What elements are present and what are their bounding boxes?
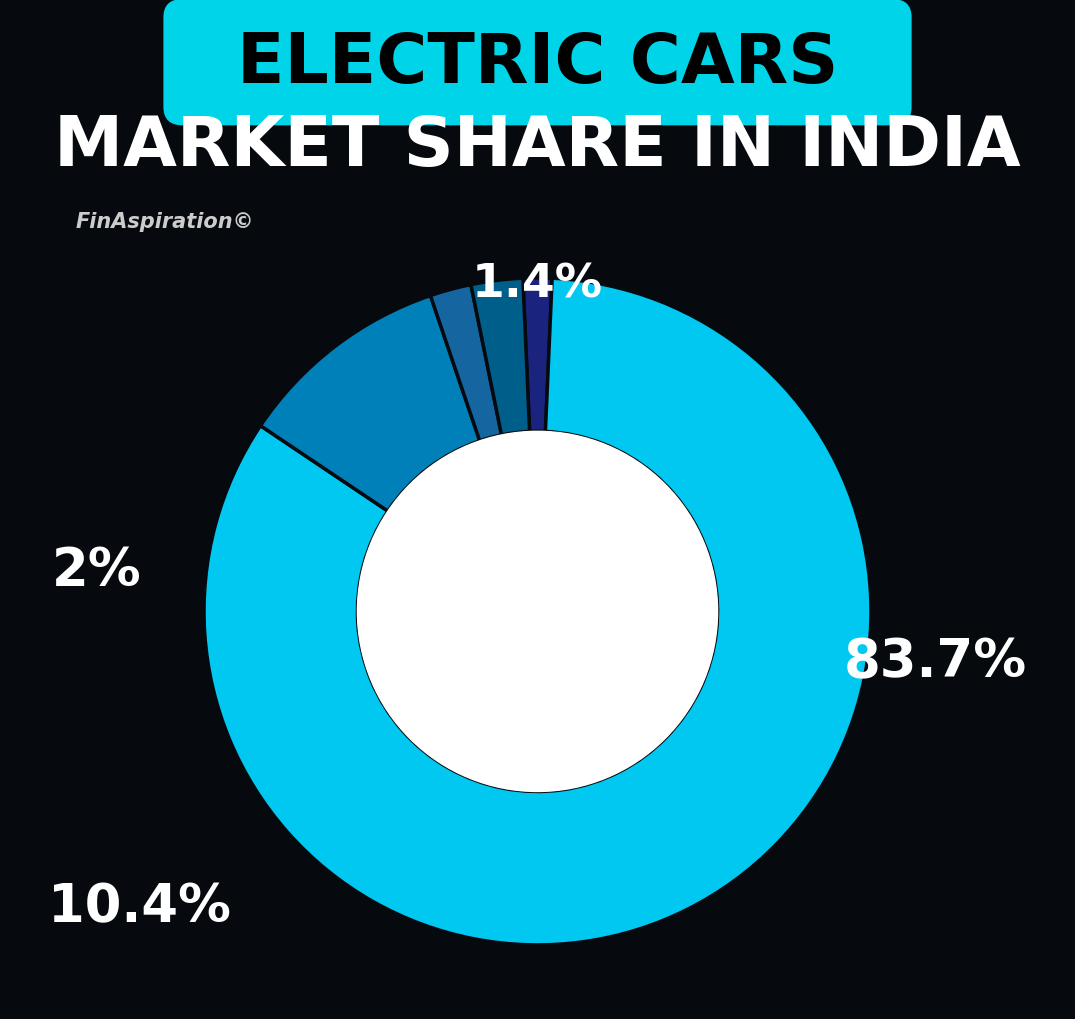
Wedge shape — [260, 296, 479, 512]
Wedge shape — [471, 278, 530, 435]
Text: MARKET SHARE IN INDIA: MARKET SHARE IN INDIA — [54, 113, 1021, 180]
Text: 83.7%: 83.7% — [844, 636, 1027, 689]
Text: 2%: 2% — [52, 544, 142, 597]
Text: ELECTRIC CARS: ELECTRIC CARS — [236, 30, 839, 97]
Text: 10.4%: 10.4% — [48, 880, 231, 933]
Text: 1.4%: 1.4% — [472, 263, 603, 308]
Text: FinAspiration©: FinAspiration© — [75, 212, 254, 232]
Wedge shape — [430, 284, 502, 441]
Circle shape — [357, 431, 718, 792]
Wedge shape — [522, 278, 553, 431]
Wedge shape — [204, 278, 871, 945]
